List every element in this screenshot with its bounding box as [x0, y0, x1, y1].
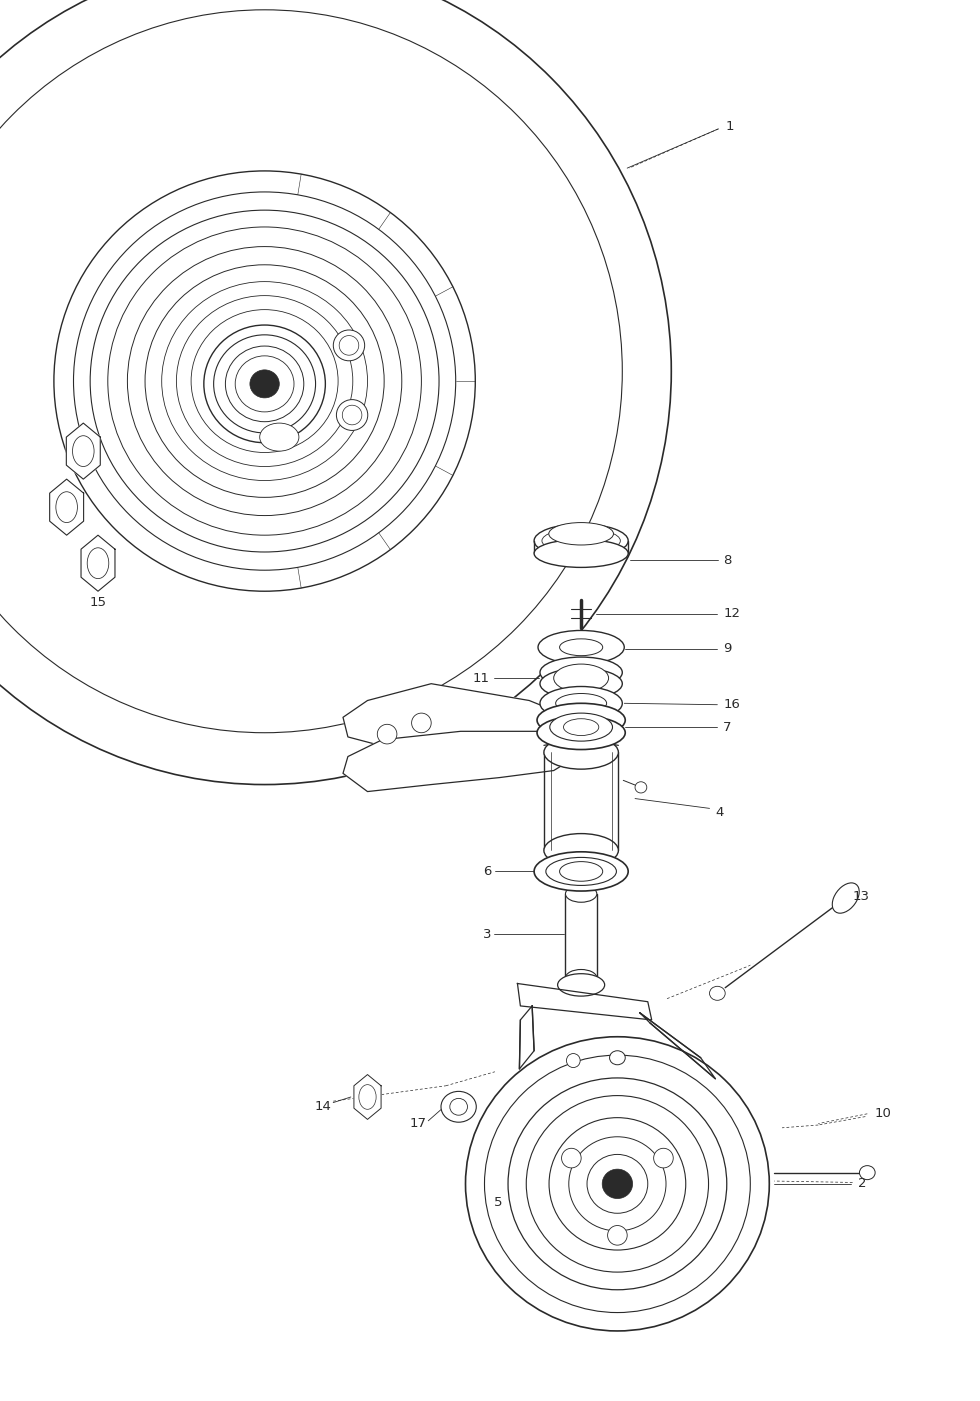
- Text: 14: 14: [315, 1100, 331, 1114]
- Text: 8: 8: [723, 553, 732, 567]
- Polygon shape: [81, 535, 115, 591]
- Ellipse shape: [544, 736, 618, 769]
- Polygon shape: [519, 1006, 534, 1069]
- Ellipse shape: [538, 630, 624, 664]
- Ellipse shape: [537, 716, 625, 750]
- Ellipse shape: [412, 713, 431, 733]
- Ellipse shape: [191, 310, 338, 453]
- Polygon shape: [343, 684, 581, 759]
- Ellipse shape: [450, 1098, 467, 1115]
- Ellipse shape: [484, 1055, 751, 1313]
- Text: 10: 10: [874, 1107, 891, 1121]
- Ellipse shape: [127, 247, 402, 516]
- Ellipse shape: [0, 10, 622, 733]
- Text: 17: 17: [410, 1117, 426, 1131]
- Ellipse shape: [549, 1118, 686, 1250]
- Ellipse shape: [145, 265, 384, 497]
- Ellipse shape: [859, 1166, 875, 1180]
- Ellipse shape: [441, 1091, 476, 1122]
- Text: 9: 9: [723, 642, 732, 656]
- Text: 15: 15: [89, 595, 107, 609]
- Ellipse shape: [214, 335, 316, 433]
- Ellipse shape: [544, 834, 618, 867]
- Text: 11: 11: [473, 671, 490, 685]
- Ellipse shape: [176, 296, 353, 467]
- Ellipse shape: [540, 657, 622, 688]
- Ellipse shape: [87, 548, 109, 579]
- Text: 3: 3: [483, 927, 492, 941]
- Text: 16: 16: [723, 698, 740, 712]
- Ellipse shape: [564, 719, 599, 736]
- Text: 7: 7: [723, 720, 732, 734]
- Ellipse shape: [565, 885, 597, 902]
- Ellipse shape: [342, 405, 362, 425]
- Ellipse shape: [610, 1051, 625, 1065]
- Ellipse shape: [832, 883, 859, 913]
- Ellipse shape: [562, 1149, 581, 1168]
- Ellipse shape: [654, 1149, 673, 1168]
- Text: 12: 12: [723, 607, 740, 621]
- Ellipse shape: [162, 282, 368, 481]
- Text: 6: 6: [483, 864, 492, 878]
- Ellipse shape: [339, 336, 359, 356]
- Ellipse shape: [260, 423, 299, 451]
- Ellipse shape: [250, 370, 279, 398]
- Polygon shape: [67, 423, 100, 479]
- Ellipse shape: [508, 1077, 727, 1290]
- Ellipse shape: [534, 539, 628, 567]
- Ellipse shape: [54, 171, 475, 591]
- Ellipse shape: [554, 664, 609, 692]
- Polygon shape: [517, 984, 652, 1020]
- Ellipse shape: [108, 227, 421, 535]
- Polygon shape: [354, 1075, 381, 1119]
- Ellipse shape: [377, 724, 397, 744]
- Ellipse shape: [608, 1226, 627, 1245]
- Text: 5: 5: [494, 1195, 503, 1209]
- Polygon shape: [343, 731, 581, 792]
- Ellipse shape: [204, 325, 325, 443]
- Text: 4: 4: [715, 806, 724, 820]
- Ellipse shape: [558, 974, 605, 996]
- Ellipse shape: [537, 703, 625, 737]
- Text: 2: 2: [858, 1177, 866, 1191]
- Ellipse shape: [560, 862, 603, 881]
- Ellipse shape: [550, 713, 612, 741]
- Ellipse shape: [235, 356, 294, 412]
- Ellipse shape: [336, 399, 368, 430]
- Ellipse shape: [560, 639, 603, 656]
- Polygon shape: [50, 479, 83, 535]
- Ellipse shape: [333, 331, 365, 361]
- Ellipse shape: [534, 524, 628, 558]
- Ellipse shape: [542, 528, 620, 553]
- Ellipse shape: [565, 969, 597, 986]
- Ellipse shape: [0, 0, 671, 785]
- Ellipse shape: [587, 1154, 648, 1213]
- Ellipse shape: [526, 1096, 709, 1272]
- Ellipse shape: [549, 523, 613, 545]
- Ellipse shape: [546, 857, 616, 885]
- Ellipse shape: [556, 693, 607, 713]
- Ellipse shape: [566, 1054, 580, 1068]
- Ellipse shape: [540, 686, 622, 720]
- Ellipse shape: [602, 1168, 633, 1199]
- Ellipse shape: [466, 1037, 769, 1331]
- Text: 1: 1: [725, 119, 734, 133]
- Ellipse shape: [635, 782, 647, 793]
- Ellipse shape: [540, 668, 622, 699]
- Ellipse shape: [359, 1084, 376, 1110]
- Ellipse shape: [568, 1136, 666, 1231]
- Ellipse shape: [73, 436, 94, 467]
- Polygon shape: [640, 1013, 715, 1079]
- Ellipse shape: [74, 192, 456, 570]
- Ellipse shape: [90, 210, 439, 552]
- Ellipse shape: [534, 852, 628, 891]
- Polygon shape: [532, 1006, 701, 1058]
- Ellipse shape: [225, 346, 304, 422]
- Ellipse shape: [56, 492, 77, 523]
- Ellipse shape: [710, 986, 725, 1000]
- Text: 13: 13: [853, 890, 869, 904]
